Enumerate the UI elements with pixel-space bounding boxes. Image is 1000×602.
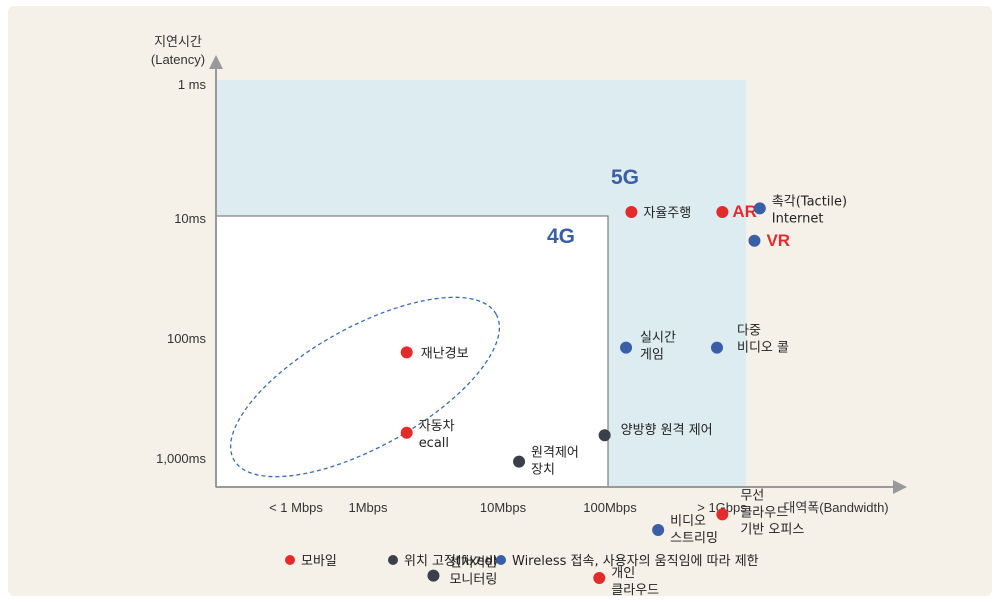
point-label-14: 개인 클라우드	[611, 566, 659, 598]
y-tick-10ms: 10ms	[174, 211, 206, 226]
legend-marker-fixed	[388, 555, 398, 565]
y-axis-label-1: 지연시간	[154, 34, 202, 49]
point-label-7: 다중 비디오 콜	[737, 324, 789, 356]
y-tick-1ms: 1 ms	[178, 77, 207, 92]
point-label-6: 실시간 게임	[640, 331, 676, 363]
data-points: 자율주행 AR 촉각(Tactile) Internet VR 재난경보 실시간 게임 다중 비디…	[400, 194, 847, 598]
point-marker-7	[711, 341, 723, 354]
fixed-cluster-ellipse	[229, 296, 501, 478]
point-marker-4	[748, 234, 761, 247]
legend: 모바일 위치 고정(fixed) Wireless 접속, 사용자의 움직임에 따라…	[285, 554, 759, 569]
y-tick-100ms: 100ms	[167, 331, 207, 346]
point-label-10: 원격제어 장치	[531, 446, 579, 478]
point-label-8: 자동차 ecall	[419, 419, 455, 451]
point-label-12: 비디오 스트리밍	[670, 514, 718, 546]
point-label-13: 센서기반 모니터링	[449, 556, 497, 588]
point-marker-12	[652, 524, 665, 536]
legend-label-mobile: 모바일	[301, 554, 337, 569]
point-label-9: 양방향 원격 제어	[621, 423, 713, 438]
region-label-4g: 4G	[547, 225, 575, 248]
point-marker-5	[400, 346, 413, 359]
y-axis-label-2: (Latency)	[151, 52, 205, 67]
point-marker-8	[400, 426, 413, 439]
x-axis-label: 대역폭(Bandwidth)	[783, 500, 888, 515]
point-label-5: 재난경보	[421, 346, 469, 361]
legend-label-wireless: Wireless 접속, 사용자의 움직임에 따라 제한	[512, 554, 759, 569]
point-marker-13	[427, 569, 440, 582]
point-label-1: 자율주행	[643, 205, 691, 221]
point-marker-6	[620, 341, 633, 354]
point-label-4: VR	[766, 231, 790, 250]
legend-label-fixed: 위치 고정(fixed)	[404, 554, 498, 569]
point-marker-1	[625, 206, 638, 218]
point-marker-10	[513, 455, 526, 468]
point-label-2: AR	[732, 202, 757, 221]
x-tick-gt1gbps: > 1Gbps	[697, 500, 747, 515]
point-marker-11	[716, 508, 729, 521]
x-tick-lt1mbps: < 1 Mbps	[269, 500, 323, 515]
point-label-11: 무선 클라우드 기반 오피스	[740, 488, 804, 537]
legend-marker-mobile	[285, 555, 295, 565]
legend-marker-wireless	[496, 555, 506, 565]
point-marker-3	[753, 202, 766, 215]
point-marker-9	[598, 429, 611, 442]
x-tick-100mbps: 100Mbps	[583, 500, 637, 515]
region-label-5g: 5G	[611, 166, 639, 189]
point-marker-14	[593, 572, 606, 584]
point-label-3: 촉각(Tactile) Internet	[772, 194, 847, 226]
y-tick-1000ms: 1,000ms	[156, 451, 206, 466]
x-tick-10mbps: 10Mbps	[480, 500, 527, 515]
point-marker-2	[716, 206, 729, 218]
x-tick-1mbps: 1Mbps	[348, 500, 388, 515]
